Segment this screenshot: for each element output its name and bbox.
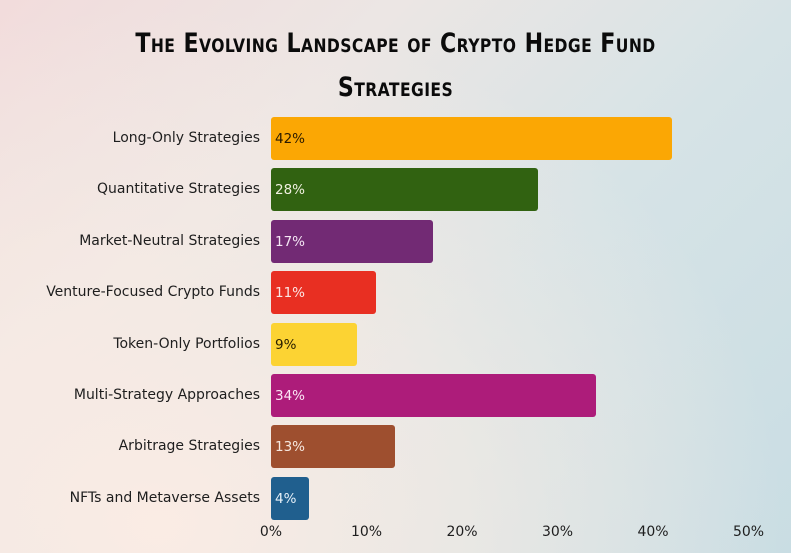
bar: 9% xyxy=(271,322,357,366)
category-label: Market-Neutral Strategies xyxy=(79,232,260,249)
category-label: Token-Only Portfolios xyxy=(113,335,260,352)
x-axis-tick: 20% xyxy=(446,524,478,540)
bar-value-label: 4% xyxy=(275,490,297,507)
x-axis-tick: 50% xyxy=(732,524,765,540)
category-label: Multi-Strategy Approaches xyxy=(73,387,260,403)
x-axis-tick: 0% xyxy=(259,524,283,540)
x-axis-tick: 10% xyxy=(350,524,383,540)
bar-value-label: 9% xyxy=(275,336,297,353)
bar-value-label: 28% xyxy=(275,182,306,199)
bar: 13% xyxy=(271,425,396,469)
bar-value-label: 11% xyxy=(275,285,306,302)
category-label: Venture-Focused Crypto Funds xyxy=(46,284,260,301)
category-label: Long-Only Strategies xyxy=(112,130,260,146)
chart-title-line2: Strategies xyxy=(337,72,454,103)
category-label: Quantitative Strategies xyxy=(96,181,260,198)
category-label: NFTs and Metaverse Assets xyxy=(69,489,260,506)
category-label: Arbitrage Strategies xyxy=(118,438,260,455)
bar: 34% xyxy=(271,374,596,417)
bar: 11% xyxy=(271,271,377,315)
bar-value-label: 34% xyxy=(275,388,306,404)
bar-value-label: 13% xyxy=(275,439,306,456)
bar: 4% xyxy=(271,476,310,520)
chart-title: The Evolving Landscape of Crypto Hedge F… xyxy=(71,22,720,110)
bar-value-label: 17% xyxy=(275,233,306,250)
bar: 28% xyxy=(271,168,539,212)
bar: 17% xyxy=(271,219,434,263)
x-axis-tick: 40% xyxy=(637,524,669,540)
x-axis-tick: 30% xyxy=(541,524,574,540)
bar: 42% xyxy=(271,117,673,160)
chart-title-line1: The Evolving Landscape of Crypto Hedge F… xyxy=(135,28,656,59)
bar-value-label: 42% xyxy=(275,131,306,147)
